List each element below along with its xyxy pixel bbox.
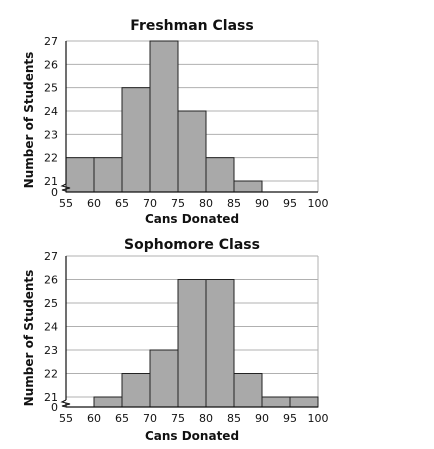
y-tick-label: 0 <box>51 186 58 199</box>
y-tick-label: 26 <box>44 274 58 287</box>
histogram-bar <box>205 279 235 408</box>
x-tick-label: 80 <box>199 412 213 425</box>
y-tick-label: 24 <box>44 105 58 118</box>
x-tick-label: 100 <box>308 197 329 210</box>
y-tick-label: 27 <box>44 250 58 263</box>
histogram-bar <box>177 279 207 408</box>
y-tick-labels: 021 22 23 24 25 26 27 <box>44 250 58 414</box>
x-tick-label: 70 <box>143 197 157 210</box>
histogram-bar <box>93 157 123 193</box>
x-tick-label: 60 <box>87 412 101 425</box>
chart-title: Sophomore Class <box>124 237 260 253</box>
histogram-bar <box>205 157 235 193</box>
y-tick-label: 21 <box>44 175 58 188</box>
histogram-bar <box>289 396 319 408</box>
histogram-bar <box>149 40 179 193</box>
y-tick-label: 24 <box>44 321 58 334</box>
x-tick-label: 90 <box>255 197 269 210</box>
y-axis-label: Number of Students <box>22 52 36 189</box>
x-axis-label: Cans Donated <box>145 212 239 226</box>
x-tick-label: 95 <box>283 412 297 425</box>
y-tick-labels: 021 22 23 24 25 26 27 <box>44 35 58 199</box>
y-tick-label: 23 <box>44 344 58 357</box>
histogram-bar <box>261 396 291 408</box>
chart-title: Freshman Class <box>130 18 253 34</box>
x-tick-label: 65 <box>115 412 129 425</box>
y-tick-label: 26 <box>44 58 58 71</box>
y-tick-label: 22 <box>44 152 58 165</box>
x-tick-label: 70 <box>143 412 157 425</box>
x-tick-label: 75 <box>171 197 185 210</box>
x-tick-labels: 55 60 65 70 75 80 85 90 95 100 <box>59 412 329 425</box>
x-tick-label: 95 <box>283 197 297 210</box>
y-tick-label: 25 <box>44 297 58 310</box>
histogram-bar <box>121 87 151 193</box>
x-tick-label: 80 <box>199 197 213 210</box>
x-tick-label: 100 <box>308 412 329 425</box>
y-axis-label: Number of Students <box>22 270 36 407</box>
x-tick-label: 65 <box>115 197 129 210</box>
histogram-bar <box>65 157 95 193</box>
y-tick-label: 23 <box>44 128 58 141</box>
sophomore-histogram: Sophomore Class Number of Students Cans … <box>22 237 329 443</box>
histogram-bar <box>177 110 207 193</box>
x-tick-label: 55 <box>59 197 73 210</box>
y-tick-label: 22 <box>44 368 58 381</box>
x-tick-label: 60 <box>87 197 101 210</box>
y-tick-label: 0 <box>51 401 58 414</box>
freshman-histogram: Freshman Class Number of Students Cans D… <box>22 18 329 226</box>
axes <box>60 256 318 408</box>
y-tick-label: 27 <box>44 35 58 48</box>
axis-break-icon <box>60 399 71 408</box>
histogram-bar <box>93 396 123 408</box>
histogram-bar <box>233 373 263 408</box>
y-tick-label: 25 <box>44 82 58 95</box>
x-tick-label: 75 <box>171 412 185 425</box>
x-tick-label: 85 <box>227 412 241 425</box>
histogram-bar <box>121 373 151 408</box>
axis-break-icon <box>60 183 71 192</box>
y-tick-label: 21 <box>44 391 58 404</box>
x-axis-label: Cans Donated <box>145 429 239 443</box>
axes <box>60 41 318 193</box>
x-tick-labels: 55 60 65 70 75 80 85 90 95 100 <box>59 197 329 210</box>
x-tick-label: 90 <box>255 412 269 425</box>
bars <box>93 279 319 408</box>
x-tick-label: 85 <box>227 197 241 210</box>
histogram-bar <box>149 349 179 408</box>
bars <box>65 40 263 193</box>
x-tick-label: 55 <box>59 412 73 425</box>
histogram-bar <box>233 180 263 193</box>
